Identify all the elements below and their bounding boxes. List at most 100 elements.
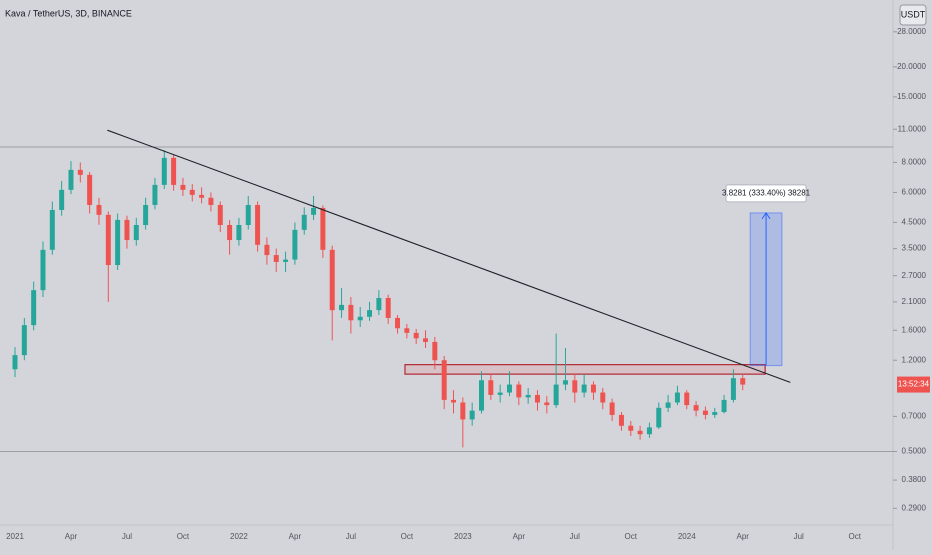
candle-body <box>283 259 289 262</box>
x-tick-label: Oct <box>625 532 638 541</box>
candle-body <box>77 169 83 175</box>
candle-body <box>628 425 634 431</box>
candle-body <box>301 214 307 230</box>
y-tick-label: 0.7000 <box>902 412 927 421</box>
y-tick-label: 6.0000 <box>902 188 927 197</box>
candle-body <box>497 392 503 395</box>
candle-body <box>618 414 624 426</box>
candle-body <box>21 325 27 356</box>
candle-body <box>255 204 261 245</box>
y-tick-label: 3.5000 <box>902 244 927 253</box>
candle-body <box>488 380 494 395</box>
x-tick-label: 2023 <box>454 532 472 541</box>
candle-body <box>693 405 699 411</box>
candle-body <box>357 316 363 321</box>
candle-body <box>712 412 718 415</box>
candle-body <box>236 224 242 241</box>
y-tick-label: 11.0000 <box>898 124 927 133</box>
candle-body <box>12 355 18 370</box>
candle-body <box>227 224 233 241</box>
candle-body <box>730 378 736 400</box>
candle-body <box>199 194 205 198</box>
candle-body <box>376 297 382 311</box>
y-tick-label: 8.0000 <box>902 158 927 167</box>
candle-body <box>161 157 167 185</box>
candle-body <box>451 399 457 403</box>
candle-body <box>600 392 606 403</box>
candle-body <box>740 378 746 385</box>
y-tick-label: 0.5000 <box>902 447 927 456</box>
support-zone <box>404 364 766 375</box>
y-tick-label: 2.1000 <box>902 297 927 306</box>
candle-body <box>423 338 429 342</box>
currency-button-label[interactable]: USDT <box>901 9 926 19</box>
candle-body <box>460 402 466 420</box>
x-tick-label: 2022 <box>230 532 248 541</box>
plot-area: 3.8281 (333.40%) 38281 <box>0 129 893 452</box>
candle-body <box>702 410 708 415</box>
candle-body <box>96 204 102 215</box>
currency-button[interactable] <box>899 4 927 26</box>
candle-body <box>264 244 270 256</box>
x-tick-label: 2021 <box>6 532 24 541</box>
candle-body <box>245 204 251 225</box>
candle-body <box>208 197 214 205</box>
candle-body <box>432 341 438 361</box>
candle-body <box>329 249 335 311</box>
y-tick-label: 1.6000 <box>902 325 927 334</box>
x-tick-label: Apr <box>65 532 78 541</box>
candle-body <box>124 219 130 241</box>
y-tick-label: 0.3800 <box>902 475 927 484</box>
candle-body <box>273 255 279 262</box>
candle-body <box>385 297 391 318</box>
candle-body <box>133 224 139 241</box>
candle-body <box>320 207 326 250</box>
candle-body <box>404 328 410 333</box>
candle-body <box>31 290 37 326</box>
candle-body <box>395 317 401 329</box>
chart-title: Kava / TetherUS, 3D, BINANCE <box>5 8 132 18</box>
candle-body <box>516 384 522 398</box>
y-tick-label: 15.0000 <box>897 92 926 101</box>
candle-body <box>562 380 568 385</box>
trendline <box>107 129 791 383</box>
candle-body <box>59 189 65 210</box>
candle-body <box>292 229 298 260</box>
candle-body <box>105 214 111 266</box>
candle-body <box>469 410 475 420</box>
candle-body <box>656 407 662 428</box>
candle-body <box>684 392 690 406</box>
candle-body <box>68 169 74 190</box>
candle-body <box>646 427 652 435</box>
candle-body <box>674 392 680 403</box>
candle-body <box>441 360 447 400</box>
candle-body <box>413 332 419 339</box>
measure-label: 3.8281 (333.40%) 38281 <box>722 189 811 198</box>
candle-body <box>544 402 550 406</box>
candle-body <box>171 157 177 185</box>
y-tick-label: 0.2900 <box>902 503 927 512</box>
measure-arrowhead <box>761 212 771 220</box>
x-tick-label: Oct <box>401 532 414 541</box>
countdown: 13:52:34 <box>898 380 930 389</box>
y-tick-label: 1.2000 <box>902 355 927 364</box>
x-tick-label: Jul <box>570 532 580 541</box>
candle-body <box>87 174 93 205</box>
candle-body <box>339 304 345 311</box>
candle-body <box>180 184 186 190</box>
candle-body <box>506 384 512 393</box>
candle-body <box>590 384 596 393</box>
x-tick-label: Jul <box>794 532 804 541</box>
x-tick-label: Apr <box>513 532 526 541</box>
candle-body <box>637 430 643 435</box>
candle-body <box>553 384 559 406</box>
candle-body <box>311 207 317 215</box>
x-tick-label: Oct <box>177 532 190 541</box>
y-tick-label: 20.0000 <box>897 62 926 71</box>
candle-body <box>367 310 373 317</box>
x-tick-label: Apr <box>289 532 302 541</box>
candle-body <box>572 380 578 393</box>
candle-body <box>49 209 55 250</box>
